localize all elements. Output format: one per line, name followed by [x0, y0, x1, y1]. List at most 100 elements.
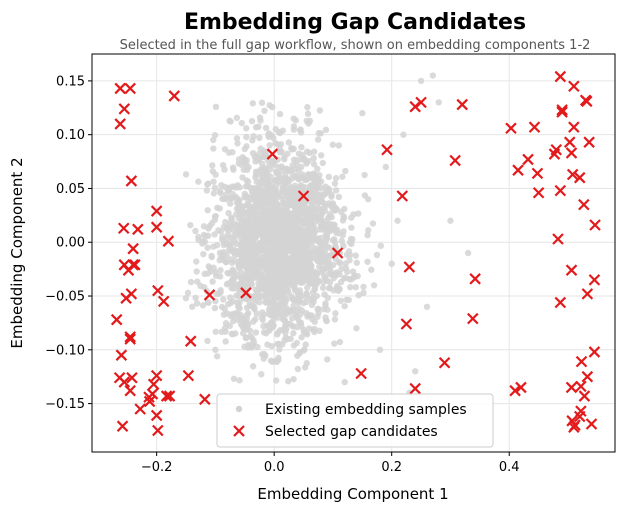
gap-candidate-point	[528, 121, 541, 133]
existing-sample-point	[388, 260, 395, 267]
existing-sample-point	[216, 188, 224, 195]
existing-sample-point	[272, 125, 279, 133]
existing-sample-point	[342, 265, 350, 272]
existing-sample-point	[309, 224, 317, 231]
existing-sample-point	[311, 286, 318, 293]
existing-sample-point	[251, 206, 258, 213]
existing-sample-point	[282, 329, 289, 337]
existing-sample-point	[244, 194, 251, 201]
existing-sample-point	[275, 270, 283, 277]
existing-sample-point	[244, 241, 252, 249]
existing-sample-point	[229, 317, 237, 325]
gap-candidate-point	[573, 410, 586, 423]
existing-sample-point	[277, 327, 284, 334]
existing-sample-point	[304, 110, 312, 117]
gap-candidate-point	[588, 274, 601, 286]
existing-sample-point	[228, 222, 236, 229]
existing-sample-point	[310, 295, 317, 303]
x-axis-label: Embedding Component 1	[257, 485, 448, 503]
gap-candidate-point	[127, 242, 139, 255]
existing-sample-point	[297, 311, 304, 318]
existing-sample-point	[299, 220, 306, 227]
existing-sample-point	[321, 253, 329, 260]
existing-sample-point	[316, 205, 323, 213]
existing-sample-point	[279, 213, 287, 221]
gap-candidate-point	[126, 372, 138, 384]
existing-sample-point	[260, 266, 268, 274]
existing-sample-point	[223, 281, 231, 288]
existing-sample-point	[255, 170, 262, 177]
existing-sample-point	[206, 264, 214, 272]
gap-candidate-point	[152, 284, 164, 297]
existing-sample-point	[228, 311, 236, 318]
x-tick-label: 0.0	[264, 460, 285, 475]
existing-sample-point	[235, 293, 243, 300]
existing-sample-point	[317, 130, 324, 137]
gap-candidate-point	[150, 369, 163, 382]
existing-sample-point	[225, 247, 233, 254]
existing-sample-point	[193, 258, 200, 265]
x-axis-ticks: −0.2 0.0 0.2 0.4	[141, 452, 520, 475]
existing-sample-point	[304, 104, 311, 111]
existing-sample-point	[310, 148, 318, 155]
existing-sample-point	[195, 178, 202, 185]
existing-sample-point	[294, 258, 301, 266]
legend-marker-selected	[233, 425, 245, 437]
gap-candidate-point	[150, 409, 163, 422]
existing-sample-point	[326, 210, 334, 218]
existing-sample-point	[273, 191, 281, 199]
existing-sample-point	[253, 191, 261, 199]
existing-sample-point	[259, 309, 266, 316]
existing-sample-point	[282, 297, 289, 304]
existing-sample-point	[243, 315, 251, 322]
existing-sample-point	[324, 356, 331, 363]
gap-candidate-point	[150, 221, 163, 233]
existing-sample-point	[210, 243, 217, 250]
existing-sample-point	[217, 266, 224, 274]
existing-sample-point	[206, 222, 214, 229]
existing-sample-point	[211, 304, 219, 312]
existing-sample-point	[255, 284, 262, 291]
existing-sample-point	[376, 346, 384, 354]
existing-sample-point	[209, 278, 216, 285]
existing-sample-point	[256, 114, 264, 121]
existing-sample-point	[240, 324, 247, 332]
existing-sample-point	[321, 218, 328, 225]
existing-sample-point	[313, 255, 320, 263]
existing-sample-point	[294, 365, 302, 373]
existing-sample-point	[215, 227, 222, 234]
gap-candidate-point	[114, 118, 126, 130]
y-tick-label: −0.10	[45, 343, 85, 358]
existing-sample-point	[336, 271, 343, 278]
existing-sample-point	[370, 282, 378, 289]
existing-sample-point	[235, 215, 242, 222]
existing-sample-point	[290, 323, 297, 330]
gap-candidate-point	[118, 376, 131, 388]
existing-sample-point	[297, 129, 305, 136]
existing-sample-point	[268, 342, 275, 350]
existing-sample-point	[224, 269, 231, 277]
gap-candidate-point	[568, 121, 580, 133]
existing-sample-point	[252, 329, 260, 336]
existing-sample-point	[423, 303, 431, 310]
x-tick-label: 0.4	[499, 460, 520, 475]
existing-sample-point	[256, 201, 263, 209]
existing-sample-point	[272, 289, 279, 297]
existing-sample-point	[270, 204, 277, 211]
existing-sample-point	[228, 259, 236, 266]
existing-sample-point	[243, 334, 250, 341]
existing-sample-point	[255, 181, 263, 188]
existing-sample-point	[314, 306, 321, 313]
gap-candidate-point	[115, 349, 128, 361]
gap-candidate-point	[552, 233, 564, 245]
existing-sample-point	[270, 281, 277, 288]
y-tick-label: −0.15	[45, 397, 85, 412]
existing-sample-point	[335, 287, 342, 294]
existing-sample-point	[280, 236, 287, 244]
existing-sample-point	[273, 169, 280, 177]
gap-candidate-point	[550, 143, 563, 156]
existing-sample-point	[394, 217, 401, 224]
gap-candidate-point	[203, 289, 216, 301]
existing-sample-point	[188, 303, 196, 310]
existing-sample-point	[316, 107, 324, 114]
